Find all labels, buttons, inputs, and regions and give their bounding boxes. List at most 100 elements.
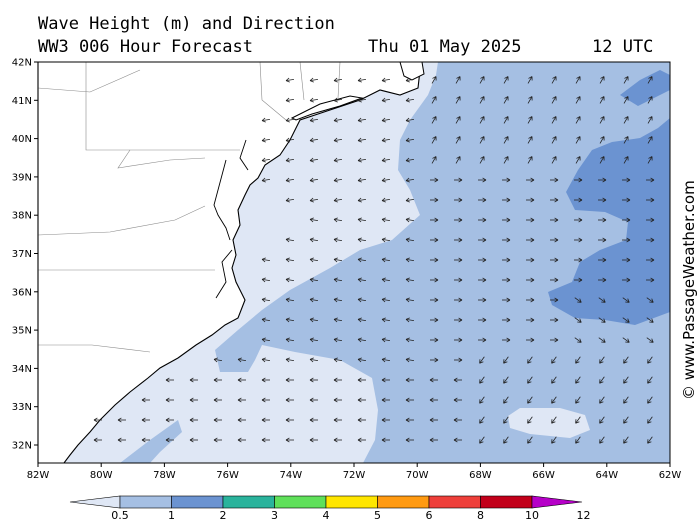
wave-arrow	[357, 377, 366, 383]
wave-arrow	[478, 337, 487, 343]
lat-label: 32N	[12, 441, 32, 452]
wave-arrow	[479, 396, 485, 404]
wave-arrow	[405, 237, 415, 243]
forecast-label: WW3 006 Hour Forecast	[38, 37, 253, 57]
lat-label: 41N	[12, 96, 32, 107]
wave-arrow	[478, 257, 487, 263]
wave-arrow	[647, 96, 653, 104]
wave-arrow	[599, 356, 605, 364]
wave-arrow	[430, 337, 439, 343]
wave-arrow	[285, 357, 295, 363]
wave-arrow	[479, 116, 485, 124]
wave-arrow	[309, 437, 318, 443]
wave-arrow	[429, 377, 438, 383]
map-title: Wave Height (m) and Direction	[38, 14, 335, 34]
wave-arrow	[309, 297, 319, 303]
wave-arrow	[333, 197, 343, 203]
forecast-date: Thu 01 May 2025	[368, 37, 522, 57]
wave-arrow	[599, 156, 605, 164]
colorbar-label: 2	[220, 509, 227, 522]
wave-arrow	[598, 337, 606, 343]
wave-arrow	[285, 157, 295, 163]
wave-arrow	[455, 156, 461, 164]
wave-arrow	[527, 76, 533, 84]
wave-arrow	[646, 337, 654, 343]
lat-label: 40N	[12, 134, 32, 145]
wave-arrow	[647, 376, 653, 384]
lon-label: 70W	[406, 470, 429, 481]
wave-arrow	[623, 376, 629, 384]
wave-arrow	[261, 157, 271, 163]
lon-label: 64W	[595, 470, 618, 481]
wave-arrow	[261, 297, 271, 303]
wave-arrow	[405, 437, 414, 443]
wave-arrow	[309, 277, 319, 283]
wave-arrow	[550, 337, 559, 343]
land-long-island	[290, 95, 364, 121]
wave-arrow	[357, 437, 366, 443]
wave-arrow	[309, 177, 319, 183]
wave-arrow	[333, 117, 343, 123]
wave-arrow	[237, 437, 246, 443]
ocean-band-high	[548, 118, 670, 325]
wave-arrow	[405, 217, 415, 223]
wave-arrow	[503, 96, 509, 104]
wave-arrow	[479, 376, 485, 384]
wave-arrow	[647, 396, 653, 404]
wave-arrow	[623, 96, 629, 104]
wave-arrow	[381, 137, 391, 143]
wave-arrow	[285, 317, 295, 323]
wave-arrow	[405, 197, 415, 203]
wave-arrow	[454, 357, 463, 363]
wave-arrow	[551, 376, 557, 384]
wave-arrow	[333, 277, 343, 283]
wave-arrow	[381, 277, 391, 283]
wave-arrow	[405, 257, 415, 263]
wave-arrow	[357, 177, 367, 183]
wave-arrow	[309, 217, 319, 223]
wave-arrow	[261, 417, 270, 423]
colorbar-right-tip	[531, 495, 583, 509]
lat-label: 34N	[12, 364, 32, 375]
wave-arrow	[381, 377, 390, 383]
lon-label: 68W	[469, 470, 492, 481]
wave-arrow	[647, 116, 653, 124]
wave-arrow	[381, 437, 390, 443]
wave-arrow	[381, 77, 391, 83]
wave-arrow	[285, 437, 294, 443]
wave-arrow	[429, 437, 438, 443]
colorbar-segment	[222, 495, 275, 509]
wave-arrow	[574, 337, 582, 343]
wave-arrow	[213, 437, 222, 443]
wave-arrow	[622, 217, 631, 223]
wave-arrow	[285, 337, 295, 343]
wave-arrow	[478, 197, 487, 203]
wave-arrow	[551, 416, 557, 424]
outer-banks	[215, 249, 233, 299]
wave-arrow	[381, 317, 391, 323]
wave-arrow	[285, 377, 294, 383]
colorbar-label: 4	[323, 509, 330, 522]
wave-arrow	[502, 177, 511, 183]
wave-arrow	[527, 156, 533, 164]
wave-arrow	[527, 436, 533, 444]
wave-arrow	[502, 277, 511, 283]
wave-arrow	[165, 417, 174, 423]
wave-arrow	[405, 97, 415, 103]
wave-arrow	[646, 317, 654, 323]
wave-arrow	[599, 416, 605, 424]
wave-arrow	[455, 76, 461, 84]
wave-arrow	[261, 437, 270, 443]
wave-arrow	[646, 277, 655, 283]
chesapeake-bay	[213, 159, 231, 241]
wave-arrow	[478, 277, 487, 283]
wave-arrow	[309, 77, 319, 83]
wave-arrow	[455, 116, 461, 124]
wave-arrow	[405, 377, 414, 383]
lon-label: 82W	[27, 470, 50, 481]
wave-arrow	[141, 437, 150, 443]
wave-arrow	[551, 356, 557, 364]
wave-arrow	[333, 377, 342, 383]
wave-arrow	[117, 437, 126, 443]
lat-label: 36N	[12, 287, 32, 298]
